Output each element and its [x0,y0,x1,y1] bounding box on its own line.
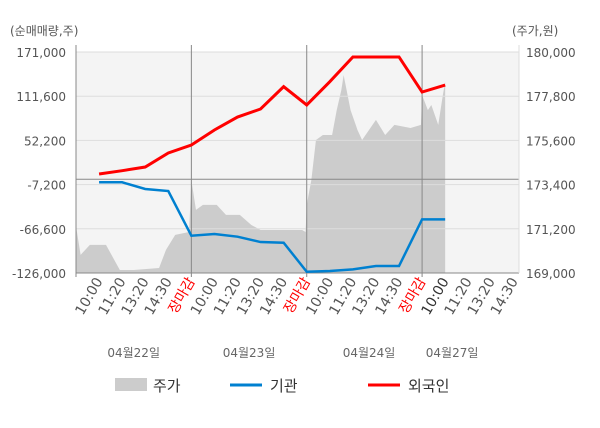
legend-price-label: 주가 [153,377,181,395]
right-tick-label: 175,600 [526,134,576,148]
day-label: 04월22일 [107,346,160,360]
right-axis-title: (주가,원) [512,24,558,38]
left-tick-label: -66,600 [20,223,66,237]
legend-institution-label: 기관 [270,377,298,395]
day-label: 04월27일 [426,346,479,360]
day-label: 04월23일 [223,346,276,360]
right-tick-label: 177,800 [526,90,576,104]
left-tick-label: -126,000 [12,267,66,281]
left-tick-label: 111,600 [16,90,66,104]
legend-foreign-label: 외국인 [408,377,449,395]
right-tick-label: 169,000 [526,267,576,281]
day-label: 04월24일 [343,346,396,360]
left-tick-label: 171,000 [16,46,66,60]
series-line-institution [99,181,446,274]
right-tick-label: 171,200 [526,223,576,237]
left-tick-label: 52,200 [24,134,66,148]
left-axis-title: (순매매량,주) [10,24,78,38]
right-tick-label: 173,400 [526,179,576,193]
series-line-foreign [98,55,446,176]
legend-price-swatch [115,378,147,391]
right-tick-label: 180,000 [526,46,576,60]
price-area [76,75,446,273]
left-tick-label: -7,200 [27,179,66,193]
